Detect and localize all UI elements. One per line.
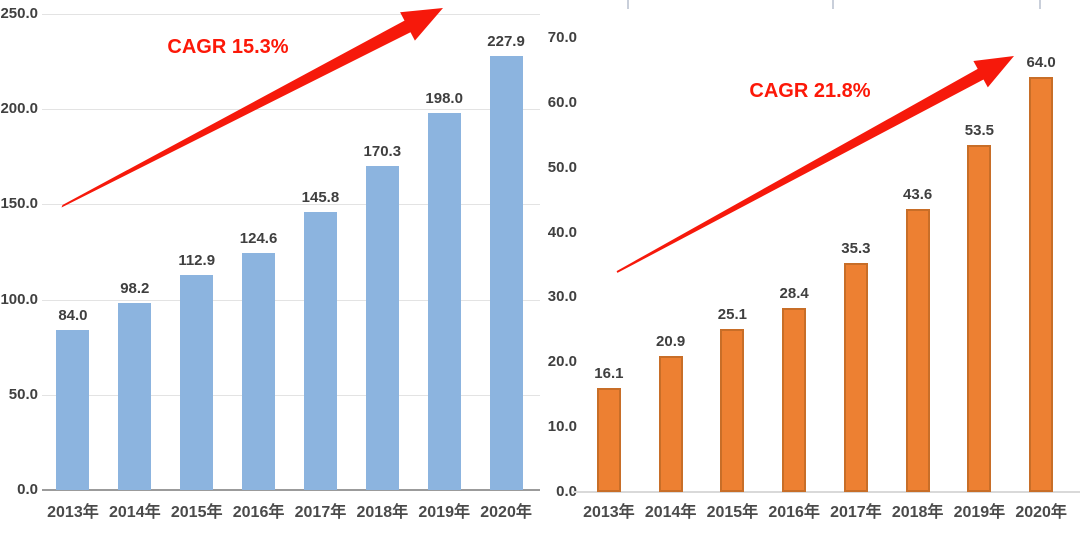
x-axis-category-label: 2013年 bbox=[583, 504, 635, 521]
y-axis-tick-label: 60.0 bbox=[547, 93, 577, 111]
x-axis-category-label: 2014年 bbox=[644, 504, 697, 521]
x-axis-category-label: 2016年 bbox=[232, 504, 285, 521]
bar-2019年 bbox=[967, 145, 992, 492]
bar-value-label: 16.1 bbox=[594, 364, 624, 382]
x-axis-category-label: 2020年 bbox=[480, 504, 532, 521]
bar-value-label: 98.2 bbox=[120, 280, 150, 298]
y-axis-tick-label: 250.0 bbox=[0, 5, 38, 22]
bar-value-label: 35.3 bbox=[841, 240, 871, 258]
y-axis-tick-label: 20.0 bbox=[547, 353, 577, 371]
x-axis-category-label: 2020年 bbox=[1015, 504, 1067, 521]
y-axis-tick-label: 50.0 bbox=[547, 158, 577, 176]
bar-value-label: 28.4 bbox=[779, 284, 809, 302]
x-axis-category-label: 2013年 bbox=[47, 504, 99, 521]
bar-2013年 bbox=[596, 387, 621, 492]
x-axis-line bbox=[573, 491, 1080, 493]
bar-value-label: 25.1 bbox=[717, 306, 747, 324]
bar-2018年 bbox=[365, 165, 399, 490]
bar-value-label: 124.6 bbox=[239, 229, 278, 247]
y-axis-tick-label: 40.0 bbox=[547, 223, 577, 241]
bar-2015年 bbox=[180, 275, 214, 490]
gridline bbox=[42, 394, 540, 396]
x-axis-category-label: 2015年 bbox=[706, 504, 759, 521]
y-axis-tick-label: 30.0 bbox=[547, 288, 577, 306]
y-axis-tick-label: 0.0 bbox=[17, 481, 38, 498]
y-axis-tick-label: 70.0 bbox=[547, 29, 577, 46]
x-axis-category-label: 2017年 bbox=[830, 504, 882, 521]
y-axis-tick-label: 100.0 bbox=[0, 290, 38, 308]
bar-value-label: 64.0 bbox=[1026, 53, 1056, 71]
bar-2017年 bbox=[843, 263, 868, 492]
top-remnant-tick bbox=[832, 0, 834, 9]
x-axis-category-label: 2016年 bbox=[768, 504, 820, 521]
x-axis-category-label: 2018年 bbox=[356, 504, 409, 521]
bar-value-label: 20.9 bbox=[656, 333, 686, 351]
y-axis-tick-label: 0.0 bbox=[556, 483, 577, 500]
y-axis-tick-label: 200.0 bbox=[0, 100, 38, 118]
x-axis-category-label: 2017年 bbox=[294, 504, 347, 521]
bar-2018年 bbox=[905, 209, 930, 492]
bar-2014年 bbox=[118, 303, 152, 490]
y-axis-tick-label: 10.0 bbox=[547, 418, 577, 436]
bar-value-label: 112.9 bbox=[178, 252, 216, 270]
x-axis-line bbox=[42, 489, 540, 491]
y-axis-tick-label: 150.0 bbox=[0, 195, 38, 213]
cagr-annotation-right: CAGR 21.8% bbox=[749, 80, 871, 102]
cagr-annotation-left: CAGR 15.3% bbox=[167, 36, 289, 58]
x-axis-category-label: 2015年 bbox=[170, 504, 223, 521]
gridline bbox=[42, 299, 540, 301]
bar-value-label: 84.0 bbox=[58, 307, 88, 325]
bar-2020年 bbox=[1029, 76, 1054, 492]
bar-2017年 bbox=[303, 212, 337, 490]
bar-value-label: 43.6 bbox=[903, 186, 933, 204]
x-axis-category-label: 2019年 bbox=[953, 504, 1006, 521]
top-remnant-tick bbox=[627, 0, 629, 9]
y-axis-tick-label: 50.0 bbox=[8, 385, 38, 403]
bar-2020年 bbox=[489, 56, 523, 490]
bar-value-label: 53.5 bbox=[964, 122, 994, 139]
bar-2014年 bbox=[658, 356, 683, 492]
bar-2016年 bbox=[782, 307, 807, 492]
x-axis-category-label: 2019年 bbox=[418, 504, 470, 521]
x-axis-category-label: 2018年 bbox=[891, 504, 944, 521]
x-axis-category-label: 2014年 bbox=[109, 504, 161, 521]
bar-2015年 bbox=[720, 329, 745, 492]
bar-value-label: 227.9 bbox=[487, 33, 525, 51]
bar-2013年 bbox=[56, 330, 90, 490]
bar-2016年 bbox=[242, 252, 276, 490]
top-remnant-tick bbox=[1039, 0, 1041, 9]
